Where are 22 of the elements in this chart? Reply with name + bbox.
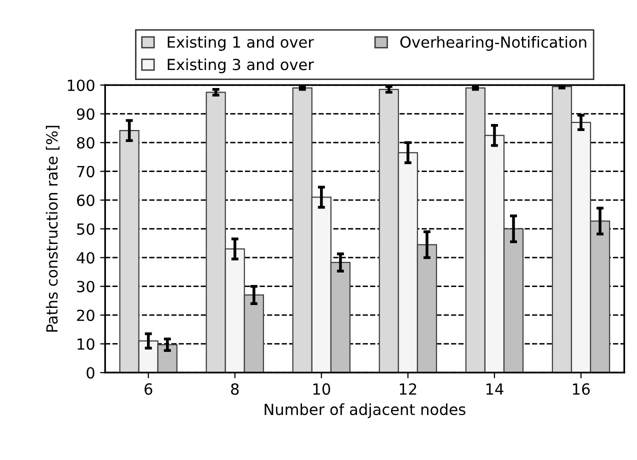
y-tick-label: 60 xyxy=(77,194,94,206)
y-tick-label: 80 xyxy=(76,137,94,149)
y-tick-label: 70 xyxy=(77,166,94,178)
y-tick-label: 20 xyxy=(77,310,94,322)
legend-label: Overhearing-Notification xyxy=(400,36,586,51)
x-tick-label: 10 xyxy=(313,383,330,395)
y-tick-label: 0 xyxy=(86,367,94,379)
x-tick-label: 16 xyxy=(572,383,590,395)
y-tick-label: 50 xyxy=(77,223,94,235)
y-tick-label: 90 xyxy=(76,108,94,120)
legend-label: Existing 1 and over xyxy=(168,36,314,51)
y-axis-title: Paths construction rate [%] xyxy=(46,126,60,332)
legend-label: Existing 3 and over xyxy=(168,58,314,74)
x-tick-label: 8 xyxy=(231,383,239,395)
x-axis-title: Number of adjacent nodes xyxy=(264,403,466,418)
x-tick-label: 14 xyxy=(486,383,504,395)
y-tick-label: 10 xyxy=(78,338,94,350)
y-tick-label: 40 xyxy=(76,252,94,264)
y-tick-label: 30 xyxy=(77,280,94,292)
x-tick-label: 6 xyxy=(144,383,152,395)
y-tick-label: 100 xyxy=(68,80,94,92)
x-tick-label: 12 xyxy=(400,383,416,395)
